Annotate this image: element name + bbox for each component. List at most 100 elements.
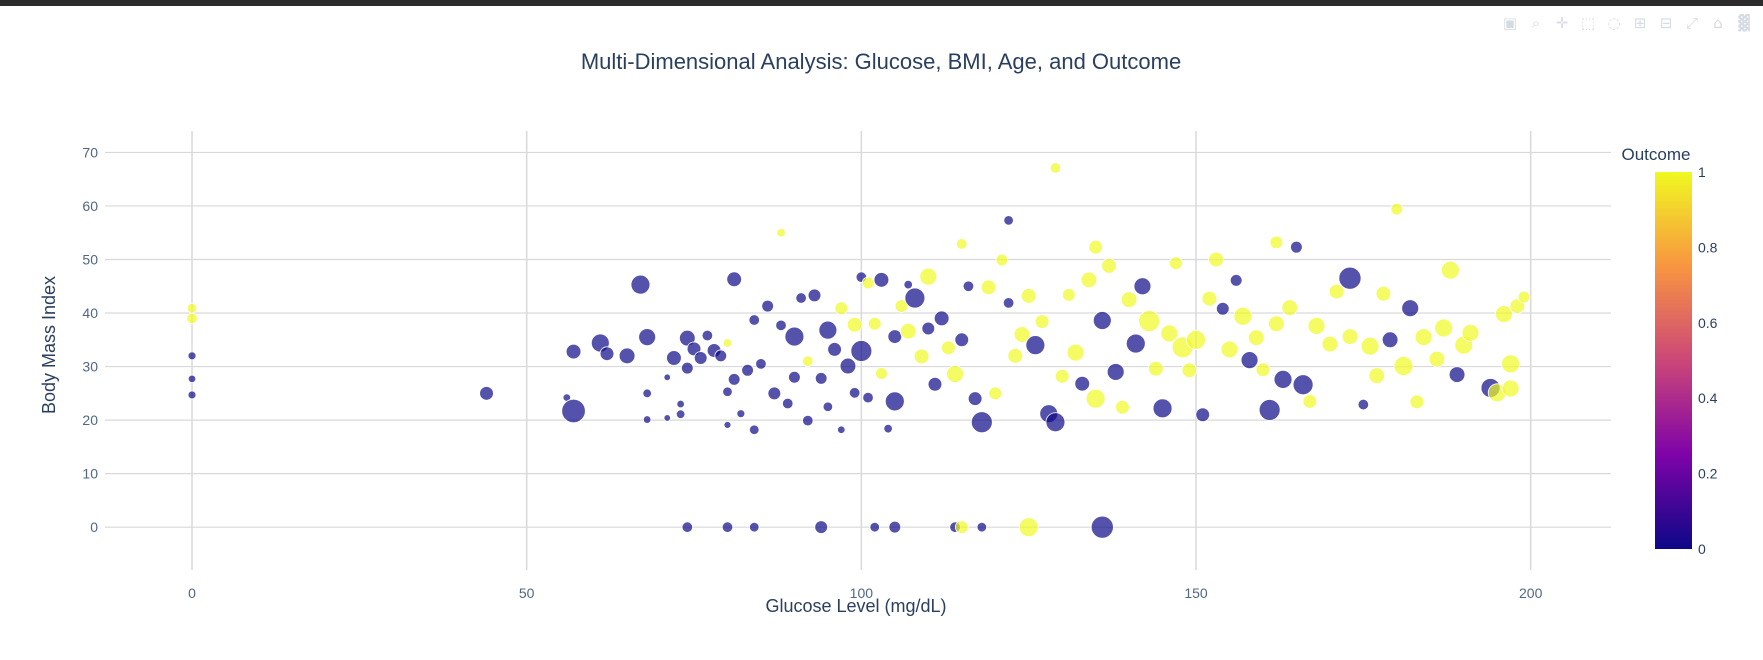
zoom-out-icon[interactable]: ⊟ [1659,14,1673,32]
data-point-outcome-1 [956,238,968,250]
data-point-outcome-1 [1501,379,1520,398]
data-point-outcome-1 [988,386,1003,401]
data-point-outcome-1 [1269,235,1284,250]
x-tick-label: 200 [1519,585,1543,601]
data-point-outcome-1 [1101,258,1117,274]
data-point-outcome-1 [776,228,786,238]
data-point-outcome-1 [1085,388,1106,409]
data-point-outcome-0 [1229,274,1243,287]
y-tick-label: 30 [82,359,98,375]
data-point-outcome-0 [767,386,782,401]
x-axis-title: Glucose Level (mg/dL) [765,596,946,616]
data-point-outcome-0 [883,423,893,434]
data-point-outcome-1 [1080,271,1098,289]
data-point-outcome-0 [921,321,936,336]
data-point-outcome-1 [186,303,198,314]
chart-modebar: ▣ ⌕ ✛ ⬚ ◌ ⊞ ⊟ ⤢ ⌂ ▓ [1499,12,1755,34]
plotly-logo-icon[interactable]: ▓ [1738,14,1750,32]
data-point-outcome-0 [862,391,874,404]
data-point-outcome-1 [894,299,909,313]
data-point-outcome-0 [807,288,822,303]
data-point-outcome-0 [1381,331,1399,349]
data-point-outcome-0 [1025,335,1046,356]
y-tick-label: 70 [82,144,98,160]
y-tick-label: 0 [90,519,98,535]
data-point-outcome-1 [1328,283,1345,300]
data-point-outcome-0 [1258,399,1281,421]
data-point-outcome-0 [187,390,197,400]
y-axis-title: Body Mass Index [39,276,59,414]
data-point-outcome-0 [822,401,834,412]
data-point-outcome-0 [814,372,828,385]
data-point-outcome-0 [1290,240,1303,254]
data-point-outcome-0 [904,287,926,309]
data-point-outcome-0 [714,349,728,363]
data-point-outcome-1 [1517,290,1531,304]
y-tick-label: 20 [82,412,98,428]
colorbar-title: Outcome [1622,145,1691,164]
data-point-outcome-1 [1220,340,1239,359]
x-tick-label: 50 [519,585,535,601]
data-point-outcome-1 [1321,335,1339,353]
y-tick-label: 40 [82,305,98,321]
data-point-outcome-1 [1148,360,1164,377]
data-point-outcome-0 [1106,363,1125,381]
data-point-outcome-1 [1062,288,1076,302]
camera-icon[interactable]: ▣ [1502,14,1518,32]
data-point-outcome-0 [782,397,794,410]
data-point-outcome-0 [642,388,652,399]
data-point-outcome-1 [1495,305,1513,323]
data-point-outcome-1 [834,301,849,316]
colorbar-tick-label: 0.8 [1698,239,1718,255]
data-point-outcome-0 [1215,301,1230,316]
data-point-outcome-1 [1020,288,1037,304]
data-point-outcome-0 [1292,374,1314,396]
data-point-outcome-0 [818,320,838,340]
data-point-outcome-1 [1281,299,1299,316]
box-select-icon[interactable]: ⬚ [1580,14,1596,32]
data-point-outcome-1 [1341,328,1359,345]
data-point-outcome-1 [867,316,882,331]
data-point-outcome-0 [187,374,197,384]
zoom-icon[interactable]: ⌕ [1531,14,1541,32]
data-point-outcome-0 [642,415,652,424]
data-point-outcome-1 [1208,251,1224,268]
pan-icon[interactable]: ✛ [1555,14,1569,32]
data-point-outcome-0 [1003,215,1014,226]
zoom-in-icon[interactable]: ⊞ [1633,14,1647,32]
lasso-icon[interactable]: ◌ [1607,14,1621,32]
data-point-outcome-0 [839,357,857,375]
data-point-outcome-1 [1501,354,1520,374]
data-point-outcome-0 [663,373,671,381]
reset-axes-icon[interactable]: ⌂ [1713,14,1723,32]
data-point-outcome-0 [749,424,760,435]
data-point-outcome-0 [1357,398,1370,411]
y-tick-label: 60 [82,198,98,214]
data-point-outcome-0 [676,399,685,409]
data-point-outcome-0 [1074,375,1091,392]
data-point-outcome-0 [748,314,760,326]
data-point-outcome-1 [941,340,956,356]
data-point-outcome-0 [736,409,746,419]
data-point-outcome-0 [1002,297,1015,309]
data-point-outcome-0 [666,350,682,366]
data-point-outcome-0 [970,411,993,434]
colorbar-tick-label: 1 [1698,164,1706,180]
data-point-outcome-0 [681,521,694,533]
colorbar-tick-label: 0.2 [1698,466,1718,482]
data-point-outcome-0 [638,328,657,347]
data-point-outcome-0 [884,391,905,412]
data-point-outcome-0 [814,520,828,534]
autoscale-icon[interactable]: ⤢ [1685,14,1698,32]
data-point-outcome-1 [802,355,814,367]
data-point-outcome-1 [1440,260,1460,280]
data-point-outcome-0 [721,521,734,533]
data-point-outcome-0 [479,386,494,401]
data-point-outcome-0 [962,280,975,292]
data-point-outcome-0 [788,370,801,384]
data-point-outcome-1 [1049,162,1062,174]
data-point-outcome-0 [726,271,742,288]
data-point-outcome-0 [663,414,671,422]
x-axis-ticks: 0 50 100 150 200 [188,585,1542,601]
data-point-outcome-0 [1090,515,1114,539]
